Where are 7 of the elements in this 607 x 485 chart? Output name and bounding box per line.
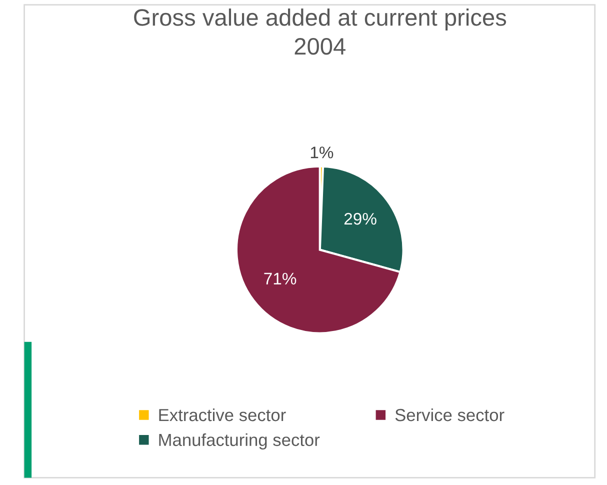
legend-label: Extractive sector (159, 408, 286, 422)
legend-label: Service sector (395, 408, 504, 422)
legend-label: Manufacturing sector (159, 433, 320, 450)
data-label: 29% (344, 212, 376, 225)
chart-title: Gross value added at current prices 2004 (134, 8, 506, 55)
data-label: 71% (264, 272, 296, 284)
data-label: 1% (310, 146, 334, 158)
